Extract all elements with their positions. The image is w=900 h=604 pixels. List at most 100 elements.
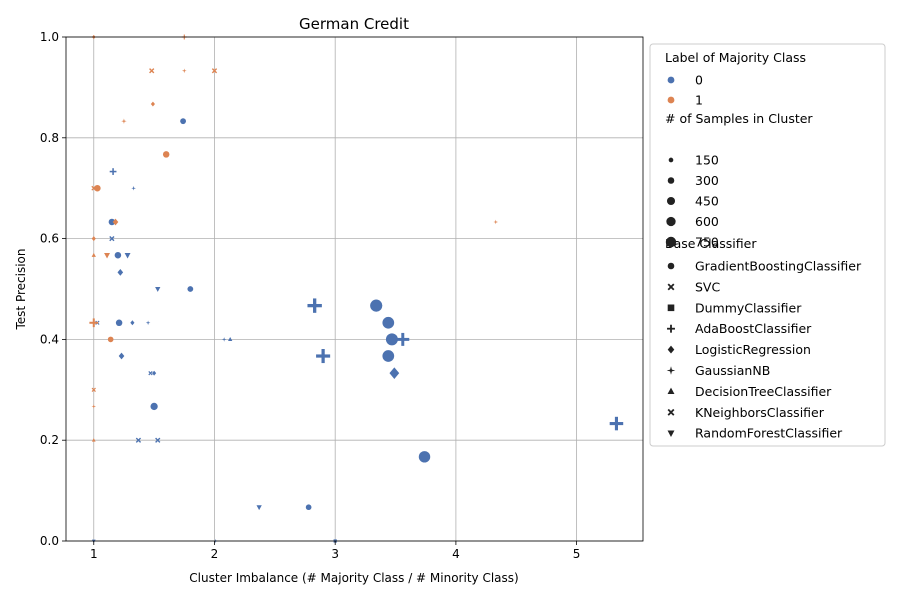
data-point bbox=[256, 505, 262, 511]
data-point bbox=[145, 320, 151, 326]
legend: Label of Majority Class # of Samples in … bbox=[649, 43, 886, 447]
legend-style-label: RandomForestClassifier bbox=[695, 426, 843, 441]
legend-style-label: DummyClassifier bbox=[695, 300, 802, 315]
y-tick-label: 0.8 bbox=[40, 131, 59, 145]
data-point bbox=[382, 350, 395, 362]
legend-box bbox=[649, 43, 886, 447]
data-point bbox=[112, 218, 119, 226]
y-axis-label: Test Precision bbox=[14, 249, 28, 331]
data-point bbox=[211, 68, 218, 74]
data-point bbox=[148, 371, 153, 376]
x-tick-label: 5 bbox=[573, 547, 581, 561]
data-point bbox=[155, 286, 161, 292]
data-point bbox=[228, 337, 233, 342]
data-point bbox=[91, 387, 96, 392]
y-tick-label: 0.2 bbox=[40, 433, 59, 447]
x-axis-label: Cluster Imbalance (# Majority Class / # … bbox=[189, 571, 518, 585]
data-point bbox=[150, 402, 158, 411]
x-tick-label: 2 bbox=[211, 547, 219, 561]
data-point bbox=[91, 252, 96, 257]
y-tick-label: 0.4 bbox=[40, 332, 59, 346]
legend-style-marker bbox=[667, 345, 675, 354]
data-point bbox=[91, 185, 97, 191]
data-point bbox=[114, 251, 122, 259]
data-point bbox=[389, 367, 400, 380]
legend-style-label: SVC bbox=[695, 279, 720, 294]
data-point bbox=[130, 320, 135, 326]
legend-items: 0 1 150 300 450 600 750 GradientBoostingClassif… bbox=[665, 73, 862, 441]
legend-style-marker bbox=[667, 283, 675, 291]
plot-frame bbox=[65, 36, 644, 542]
data-point bbox=[370, 299, 383, 312]
legend-hue-label: 0 bbox=[695, 73, 703, 88]
data-point bbox=[187, 286, 194, 292]
legend-size-label: 450 bbox=[695, 194, 719, 209]
legend-style-marker bbox=[667, 408, 675, 416]
legend-size-label: 750 bbox=[695, 235, 719, 250]
data-point bbox=[150, 101, 155, 107]
legend-hue-title: Label of Majority Class bbox=[665, 50, 806, 65]
data-point bbox=[94, 184, 101, 192]
data-point bbox=[104, 252, 110, 259]
y-tick-label: 1.0 bbox=[40, 30, 59, 44]
axis-ticks: 1 2 3 4 5 0.0 0.2 0.4 0.6 0.8 1.0 bbox=[40, 30, 581, 561]
data-point bbox=[109, 168, 117, 175]
legend-size-title: # of Samples in Cluster bbox=[665, 111, 813, 126]
x-tick-label: 3 bbox=[331, 547, 339, 561]
legend-size-marker bbox=[666, 216, 676, 227]
data-point bbox=[91, 404, 97, 409]
data-point bbox=[609, 416, 624, 431]
data-point bbox=[118, 352, 125, 360]
legend-size-label: 600 bbox=[695, 214, 719, 229]
data-point bbox=[307, 298, 322, 313]
legend-style-label: LogisticRegression bbox=[695, 342, 811, 357]
legend-style-label: AdaBoostClassifier bbox=[695, 321, 812, 336]
data-point bbox=[117, 268, 124, 276]
legend-style-marker bbox=[667, 304, 675, 312]
legend-style-marker bbox=[667, 430, 675, 437]
data-point bbox=[124, 252, 131, 259]
points bbox=[89, 34, 624, 544]
x-tick-label: 4 bbox=[452, 547, 460, 561]
data-point bbox=[109, 235, 115, 242]
data-point bbox=[162, 151, 170, 158]
data-point bbox=[121, 118, 127, 124]
data-point bbox=[108, 218, 116, 226]
legend-size-label: 300 bbox=[695, 173, 719, 188]
legend-hue-marker bbox=[667, 96, 675, 104]
data-point bbox=[152, 370, 157, 376]
legend-size-label: 150 bbox=[695, 153, 719, 168]
data-point bbox=[149, 68, 155, 74]
data-point bbox=[131, 185, 136, 191]
chart-title: German Credit bbox=[299, 15, 409, 33]
legend-style-marker bbox=[667, 387, 675, 395]
data-point bbox=[135, 437, 142, 443]
data-point bbox=[221, 337, 227, 342]
data-point bbox=[91, 438, 96, 442]
legend-size-marker bbox=[666, 196, 676, 206]
legend-style-label: GradientBoostingClassifier bbox=[695, 259, 862, 274]
data-point bbox=[115, 319, 123, 327]
data-point bbox=[180, 118, 186, 125]
data-point bbox=[385, 333, 398, 346]
legend-size-marker bbox=[665, 236, 677, 248]
legend-style-label: KNeighborsClassifier bbox=[695, 405, 825, 420]
data-point bbox=[89, 318, 99, 328]
legend-size-marker bbox=[668, 157, 674, 163]
legend-style-marker bbox=[666, 366, 676, 375]
legend-style-title: Base Classifier bbox=[665, 236, 757, 251]
legend-style-marker bbox=[667, 262, 675, 270]
legend-hue-label: 1 bbox=[695, 93, 703, 108]
legend-style-label: GaussianNB bbox=[695, 363, 770, 378]
data-point bbox=[382, 316, 395, 329]
data-point bbox=[493, 219, 499, 225]
data-point bbox=[305, 504, 312, 511]
data-point bbox=[181, 68, 187, 74]
y-tick-label: 0.0 bbox=[40, 534, 59, 548]
data-point bbox=[396, 332, 410, 346]
x-tick-label: 1 bbox=[90, 547, 98, 561]
data-point bbox=[316, 348, 331, 364]
legend-style-marker bbox=[667, 324, 675, 333]
legend-hue-marker bbox=[667, 76, 675, 84]
